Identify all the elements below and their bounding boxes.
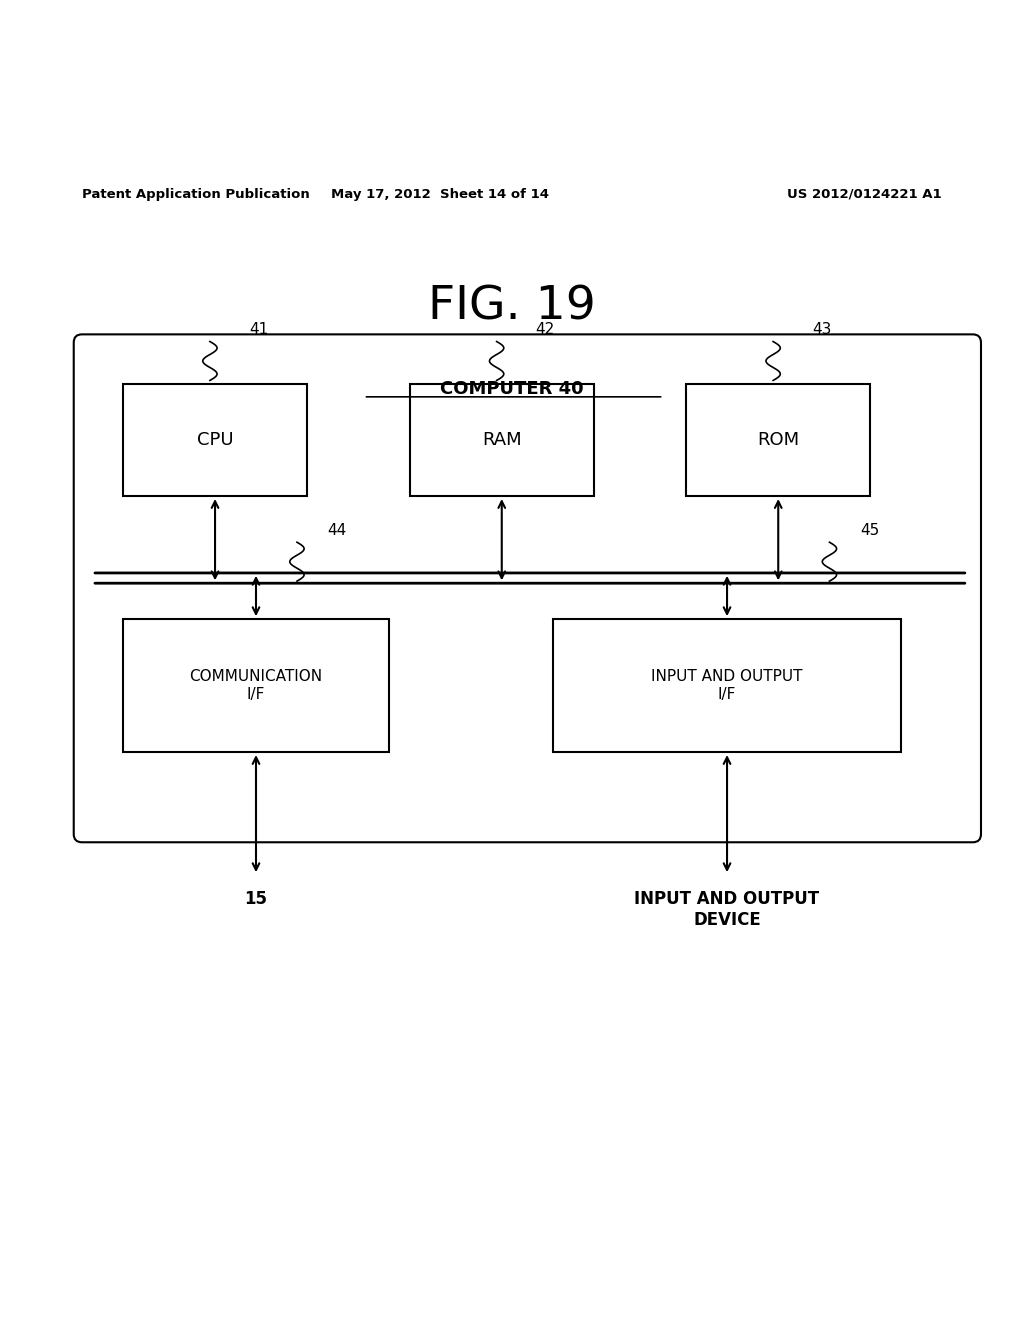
FancyBboxPatch shape (553, 619, 901, 752)
Text: COMPUTER 40: COMPUTER 40 (440, 380, 584, 397)
Text: 44: 44 (328, 523, 347, 539)
Text: 15: 15 (245, 891, 267, 908)
Text: Patent Application Publication: Patent Application Publication (82, 187, 309, 201)
FancyBboxPatch shape (410, 384, 594, 496)
Text: May 17, 2012  Sheet 14 of 14: May 17, 2012 Sheet 14 of 14 (332, 187, 549, 201)
Text: 42: 42 (536, 322, 555, 338)
Text: 43: 43 (812, 322, 831, 338)
FancyBboxPatch shape (123, 384, 307, 496)
Text: 45: 45 (860, 523, 880, 539)
Text: US 2012/0124221 A1: US 2012/0124221 A1 (787, 187, 942, 201)
Text: ROM: ROM (757, 430, 800, 449)
Text: INPUT AND OUTPUT
DEVICE: INPUT AND OUTPUT DEVICE (635, 891, 819, 929)
Text: 41: 41 (249, 322, 268, 338)
FancyBboxPatch shape (686, 384, 870, 496)
FancyBboxPatch shape (74, 334, 981, 842)
Text: FIG. 19: FIG. 19 (428, 284, 596, 329)
Text: RAM: RAM (482, 430, 521, 449)
Text: CPU: CPU (197, 430, 233, 449)
Text: INPUT AND OUTPUT
I/F: INPUT AND OUTPUT I/F (651, 669, 803, 702)
FancyBboxPatch shape (123, 619, 389, 752)
Text: COMMUNICATION
I/F: COMMUNICATION I/F (189, 669, 323, 702)
